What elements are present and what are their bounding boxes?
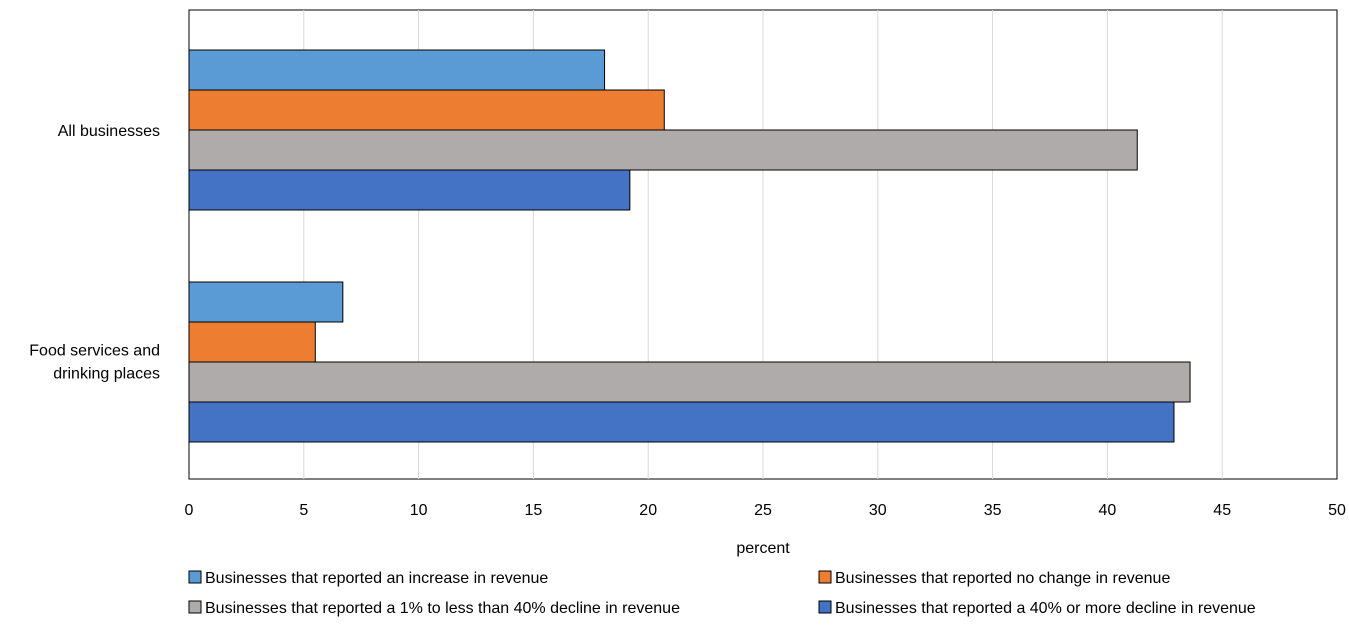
- bar-food-services-series-2: [188, 321, 316, 363]
- x-tick-label: 40: [1099, 502, 1117, 519]
- bar-all-businesses-series-4: [188, 169, 631, 211]
- x-tick-label: 0: [185, 502, 194, 519]
- legend-label: Businesses that reported a 1% to less th…: [205, 600, 680, 617]
- legend-swatch: [188, 600, 202, 614]
- category-label: Food services and: [29, 343, 160, 360]
- x-tick-label: 10: [410, 502, 428, 519]
- category-label: All businesses: [58, 123, 160, 140]
- legend-swatch: [188, 570, 202, 584]
- legend-swatch: [818, 570, 832, 584]
- x-tick-label: 20: [639, 502, 657, 519]
- x-tick-label: 5: [299, 502, 308, 519]
- x-tick-label: 45: [1213, 502, 1231, 519]
- x-tick-label: 25: [754, 502, 772, 519]
- legend: Businesses that reported an increase in …: [188, 570, 1256, 617]
- x-tick-label: 30: [869, 502, 887, 519]
- bar-all-businesses-series-3: [188, 129, 1138, 171]
- legend-swatch: [818, 600, 832, 614]
- x-tick-label: 15: [525, 502, 543, 519]
- bar-food-services-series-3: [188, 361, 1191, 403]
- legend-label: Businesses that reported an increase in …: [205, 570, 548, 587]
- category-label: drinking places: [53, 366, 160, 383]
- x-tick-label: 35: [984, 502, 1002, 519]
- category-labels: All businesses Food services and drinking …: [29, 123, 160, 383]
- x-tick-labels: 0 5 10 15 20 25 30 35 40 45 50: [185, 502, 1346, 519]
- legend-label: Businesses that reported no change in re…: [835, 570, 1170, 587]
- legend-label: Businesses that reported a 40% or more d…: [835, 600, 1256, 617]
- bar-all-businesses-series-1: [188, 49, 606, 91]
- bar-food-services-series-4: [188, 401, 1175, 443]
- x-axis-label: percent: [736, 540, 790, 557]
- x-tick-label: 50: [1328, 502, 1346, 519]
- bar-all-businesses-series-2: [188, 89, 665, 131]
- bars: [188, 49, 1191, 443]
- bar-food-services-series-1: [188, 281, 344, 323]
